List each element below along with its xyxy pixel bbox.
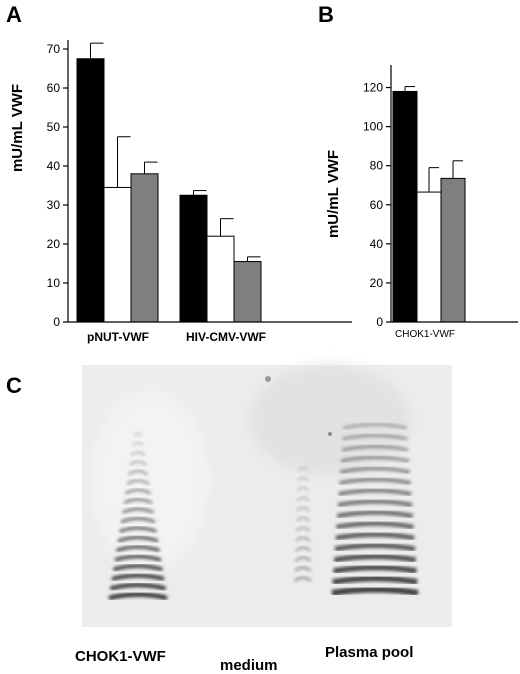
- gel-band: [133, 432, 143, 437]
- gel-band: [337, 499, 413, 508]
- multimer-gel-image: [82, 365, 452, 627]
- gel-band: [333, 564, 417, 574]
- y-tick-label: 70: [47, 42, 61, 56]
- panel-letter-c: C: [6, 373, 22, 398]
- panel-letter-b: B: [318, 2, 334, 27]
- gel-lane-plasma-pool: [331, 423, 419, 596]
- gel-band: [342, 423, 408, 430]
- chart-b-category-label: CHOK1-VWF: [395, 329, 455, 340]
- gel-band: [342, 434, 408, 441]
- gel-band: [112, 564, 164, 572]
- gel-band: [335, 532, 415, 541]
- bar: [440, 177, 466, 323]
- chart-a-category-label: HIV-CMV-VWF: [186, 330, 266, 344]
- chart-b-ticks: 0 20 40 60 80 100 120: [363, 81, 391, 329]
- gel-band: [333, 553, 417, 563]
- gel-band: [339, 466, 411, 474]
- gel-band: [108, 592, 168, 601]
- gel-lane-chok1-vwf: [108, 432, 168, 601]
- gel-lane-label: Plasma pool: [325, 644, 413, 661]
- gel-lane-medium: [294, 466, 312, 582]
- y-tick-label: 50: [47, 120, 61, 134]
- chart-b-y-axis-label: mU/mL VWF: [325, 150, 342, 238]
- gel-band: [294, 566, 312, 572]
- y-tick-label: 40: [370, 237, 384, 251]
- gel-band: [336, 521, 414, 530]
- y-tick-label: 20: [370, 276, 384, 290]
- gel-band: [296, 496, 310, 502]
- gel-band: [130, 451, 146, 457]
- gel-band: [129, 460, 147, 466]
- chart-b-bars: [392, 86, 466, 323]
- gel-band: [339, 477, 411, 485]
- gel-band: [132, 441, 144, 447]
- bar: [233, 261, 262, 323]
- chart-b: mU/mL VWF 0 20 40 60 80 100 120 CHOK1-VWF: [325, 65, 518, 340]
- gel-band: [126, 479, 150, 486]
- panel-letter-a: A: [6, 2, 22, 27]
- y-tick-label: 20: [47, 237, 61, 251]
- gel-band: [295, 526, 311, 532]
- gel-band: [331, 586, 419, 596]
- y-tick-label: 60: [47, 81, 61, 95]
- gel-band: [338, 488, 412, 496]
- gel-band: [340, 455, 410, 463]
- y-tick-label: 100: [363, 120, 383, 134]
- bar: [103, 186, 132, 323]
- gel-band: [332, 575, 418, 585]
- gel-band: [294, 576, 312, 582]
- gel-band: [109, 582, 167, 591]
- gel-band: [111, 573, 165, 582]
- gel-band: [115, 545, 161, 553]
- bar: [206, 235, 235, 323]
- gel-stain-region: [90, 390, 210, 570]
- gel-band: [121, 507, 155, 514]
- gel-lane-label: medium: [220, 657, 278, 674]
- chart-a: mU/mL VWF 0 10 20 30 40 50 60 70 pNUT-VWF HIV-C…: [9, 40, 352, 344]
- gel-band: [120, 516, 156, 524]
- gel-band: [117, 535, 159, 543]
- bar: [76, 58, 105, 323]
- gel-band: [336, 510, 414, 519]
- y-tick-label: 10: [47, 276, 61, 290]
- gel-band: [127, 469, 149, 476]
- y-tick-label: 120: [363, 81, 383, 95]
- gel-band: [295, 546, 311, 552]
- gel-band: [114, 554, 162, 562]
- y-tick-label: 0: [376, 315, 383, 329]
- gel-band: [296, 516, 310, 522]
- chart-a-ticks: 0 10 20 30 40 50 60 70: [47, 42, 68, 329]
- y-tick-label: 80: [370, 159, 384, 173]
- chart-a-category-label: pNUT-VWF: [87, 330, 149, 344]
- gel-band: [294, 556, 312, 562]
- gel-band: [297, 466, 309, 472]
- gel-band: [297, 476, 309, 482]
- gel-band: [296, 506, 310, 512]
- gel-band: [296, 486, 310, 492]
- gel-band: [118, 526, 158, 534]
- gel-lane-label: CHOK1-VWF: [75, 648, 166, 665]
- y-tick-label: 30: [47, 198, 61, 212]
- bar: [416, 191, 442, 323]
- bar: [179, 194, 208, 323]
- y-tick-label: 40: [47, 159, 61, 173]
- gel-speck: [265, 376, 271, 382]
- chart-a-y-axis-label: mU/mL VWF: [9, 84, 26, 172]
- gel-band: [295, 536, 311, 542]
- chart-a-bars: [76, 42, 262, 323]
- y-tick-label: 0: [53, 315, 60, 329]
- gel-band: [334, 542, 416, 552]
- gel-band: [124, 488, 152, 495]
- gel-band: [341, 444, 409, 452]
- bar: [392, 90, 418, 323]
- y-tick-label: 60: [370, 198, 384, 212]
- gel-band: [123, 498, 153, 505]
- gel-speck: [328, 432, 332, 436]
- bar: [130, 173, 159, 323]
